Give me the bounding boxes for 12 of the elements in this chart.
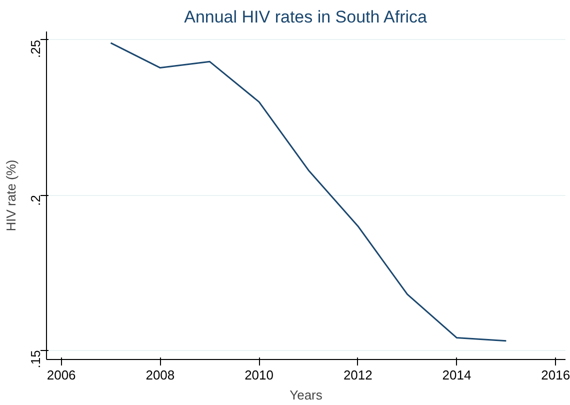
x-tick-label: 2014	[442, 368, 472, 382]
x-tick-label: 2008	[146, 368, 175, 382]
x-tick-label: 2006	[46, 368, 76, 382]
x-tick-label: 2010	[244, 368, 274, 382]
x-tick-label: 2012	[343, 368, 372, 382]
y-axis-title: HIV rate (%)	[4, 160, 18, 232]
x-tick-label: 2016	[541, 368, 570, 382]
y-tick-label: .15	[28, 350, 43, 368]
x-axis-title: Years	[290, 388, 323, 402]
y-tick-label: .25	[28, 40, 43, 58]
y-tick-label: .2	[28, 195, 43, 206]
chart-title: Annual HIV rates in South Africa	[184, 8, 428, 26]
